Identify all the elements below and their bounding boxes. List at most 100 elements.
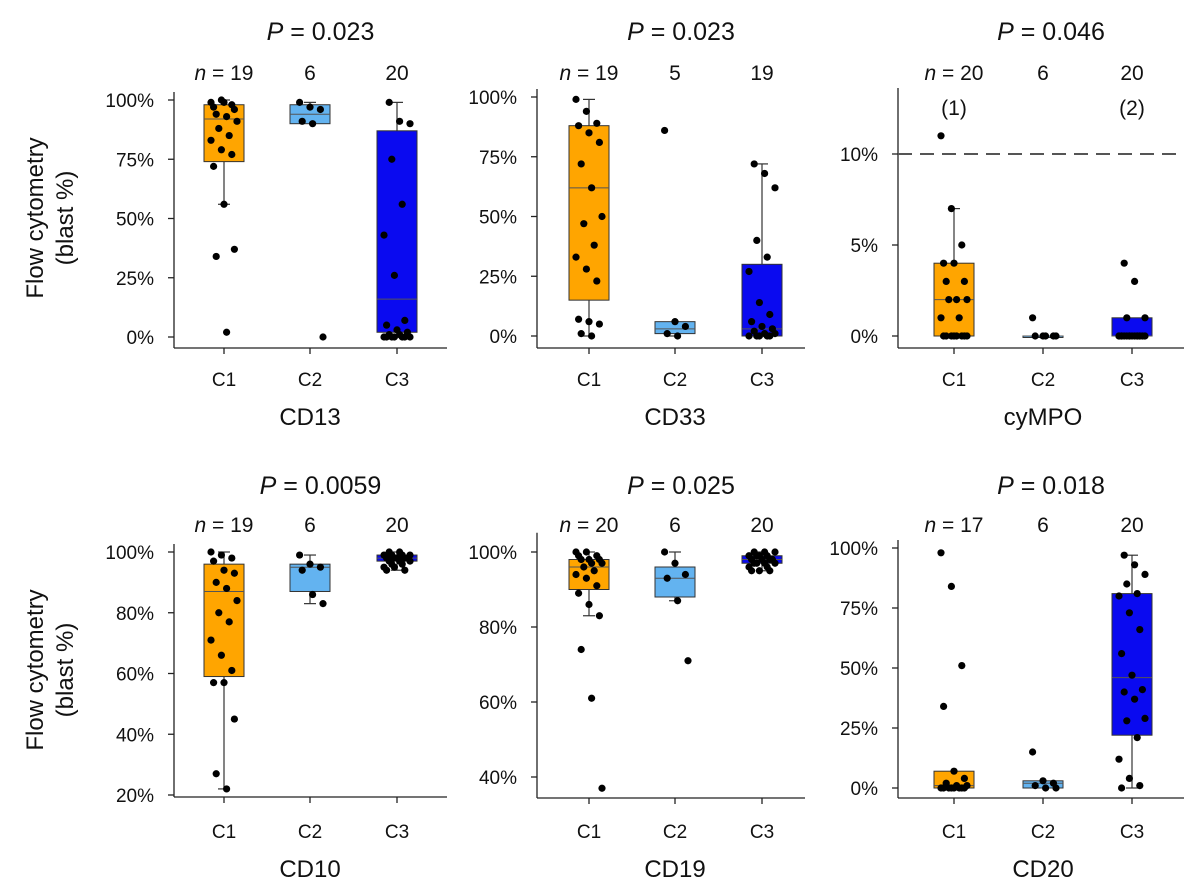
y-tick-label: 75% [116,150,154,171]
group-c1: n = 19 C1 [195,62,254,391]
data-point [575,315,583,323]
ylabel-top-line2: (blast %) [52,171,79,266]
n-label: 6 [669,514,681,537]
data-point [953,332,961,340]
data-point [577,330,585,338]
data-point [1128,671,1136,679]
ylabel-top-line1: Flow cytometry [22,137,49,298]
data-point [585,129,593,137]
data-point [1118,784,1126,792]
y-tick-label: 20% [116,786,154,807]
data-point [388,155,396,163]
data-point [582,265,591,273]
data-point [598,784,606,792]
data-point [212,252,220,261]
x-tick-label: C2 [663,370,687,391]
data-point [398,200,406,208]
data-point [212,770,220,778]
data-point [582,548,591,556]
group-c1: n = 20 C1 [560,514,619,843]
y-tick-label: 0% [851,327,879,348]
x-axis-label: CD33 [644,404,705,431]
n-label: 20 [385,514,408,537]
data-point [942,332,950,340]
panel-title-p: P [267,18,284,46]
data-point [217,146,225,154]
n-label: 19 [750,62,773,85]
data-point [748,567,756,575]
data-point [753,559,761,567]
x-tick-label: C3 [1120,822,1144,843]
data-point [748,318,756,326]
panel-title: P = 0.023 [267,18,375,46]
data-point [212,578,220,586]
n-value: = 20 [571,514,618,537]
panel-title-value: = 0.018 [1014,472,1105,500]
data-point [1141,714,1149,723]
data-point [950,259,958,267]
data-point [1136,626,1144,634]
data-point [580,220,588,228]
data-point [215,124,223,133]
group-c3: 20 (2) C3 [1111,62,1153,391]
n-label: n = 20 [925,62,984,85]
data-point [674,332,682,340]
data-point [955,314,963,322]
panel-title-value: = 0.046 [1014,18,1105,46]
n-value: = 19 [206,514,253,537]
data-point [937,314,945,322]
panel-title: P = 0.046 [997,18,1105,46]
x-tick-label: C2 [298,822,322,843]
y-tick-label: 100% [105,543,154,564]
data-point [298,566,306,574]
data-point [745,332,753,340]
n-label: 5 [669,62,681,85]
data-point [1125,609,1133,617]
data-point [960,277,969,285]
y-tick-label: 0% [127,328,155,349]
data-point [220,679,228,687]
y-tick-label: 60% [116,665,154,686]
data-point [585,318,593,326]
data-point [950,767,958,775]
data-point [207,136,215,144]
y-tick-label: 25% [840,719,878,740]
data-point [661,126,669,135]
data-point [580,563,588,571]
ylabel-bottom-line2: (blast %) [52,623,79,718]
outlier-count-label: (2) [1119,97,1145,120]
data-point [390,333,398,341]
box-c1 [568,125,610,301]
panel-cd20: P = 0.018 0% 25% 50% 75% 100% n = 17 C1 6 C2 20 C3 C… [829,472,1184,883]
data-point [220,566,228,574]
y-tick-label: 50% [116,210,154,231]
panel-cd13: P = 0.023 0% 25% 50% 75% 100% n = 19 C1 6 C2 20 C3 C… [105,18,447,431]
data-point [223,584,231,593]
data-point [945,296,953,304]
data-point [380,231,388,239]
group-c1: n = 19 C1 [195,514,254,843]
data-point [233,117,241,125]
data-point [755,332,764,340]
data-point [577,645,585,654]
n-label: 6 [1037,62,1049,85]
x-tick-label: C3 [1120,370,1144,391]
data-point [220,98,228,106]
data-point [1052,784,1060,792]
y-tick-label: 25% [116,269,154,290]
data-point [960,784,969,792]
box-c1 [203,563,245,678]
n-label: 6 [304,62,316,85]
data-point [593,277,601,285]
data-point [1138,686,1146,694]
data-point [1131,695,1139,703]
data-point [937,549,945,557]
y-tick-label: 40% [116,725,154,746]
n-symbol: n [195,514,207,537]
data-point [684,657,692,665]
panel-cd19: P = 0.025 40% 60% 80% 100% n = 20 C1 6 C2 20 C3 CD1… [468,472,805,883]
data-point [753,236,761,244]
panel-title-value: = 0.025 [644,472,735,500]
data-point [1115,592,1123,600]
data-point [319,600,327,608]
